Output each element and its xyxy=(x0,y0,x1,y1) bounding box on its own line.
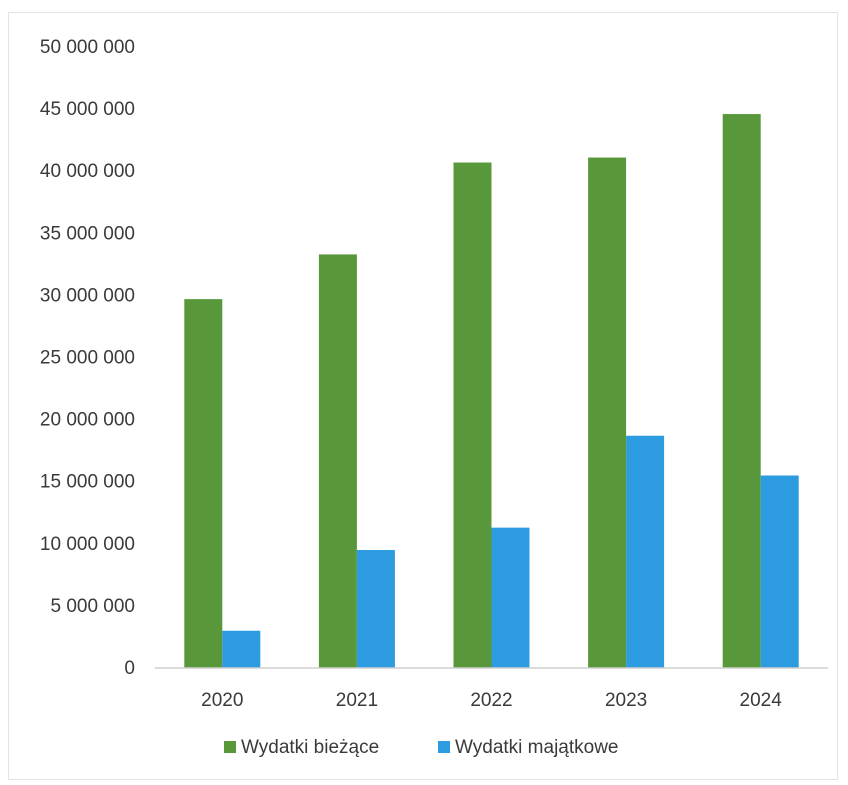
y-tick-label: 0 xyxy=(124,658,135,679)
legend-swatch xyxy=(224,741,236,753)
bar-wydatki-majatkowe-2023 xyxy=(626,435,665,668)
bar-wydatki-biezace-2024 xyxy=(722,114,761,669)
legend-swatch xyxy=(438,741,450,753)
bar-wydatki-biezace-2021 xyxy=(318,254,357,668)
bar-wydatki-biezace-2022 xyxy=(453,162,492,669)
chart-frame xyxy=(8,12,838,780)
x-axis: 2020 2021 2022 2023 2024 xyxy=(155,667,828,711)
x-tick-label: 2022 xyxy=(470,690,512,711)
bar-wydatki-majatkowe-2021 xyxy=(356,550,395,668)
x-tick-label: 2021 xyxy=(336,690,378,711)
legend-label: Wydatki majątkowe xyxy=(455,737,619,758)
y-tick-label: 10 000 000 xyxy=(40,534,135,555)
legend-label: Wydatki bieżące xyxy=(241,737,379,758)
y-tick-label: 35 000 000 xyxy=(40,223,135,244)
bar-wydatki-biezace-2020 xyxy=(184,299,223,668)
y-tick-label: 20 000 000 xyxy=(40,410,135,431)
y-tick-label: 5 000 000 xyxy=(50,596,135,617)
x-tick-label: 2020 xyxy=(201,690,243,711)
y-tick-label: 45 000 000 xyxy=(40,99,135,120)
x-tick-label: 2023 xyxy=(605,690,647,711)
y-tick-label: 50 000 000 xyxy=(40,37,135,58)
legend: Wydatki bieżące Wydatki majątkowe xyxy=(224,737,619,758)
y-axis: 0 5 000 000 10 000 000 15 000 000 20 000 000… xyxy=(40,37,135,679)
bar-wydatki-majatkowe-2024 xyxy=(760,475,799,668)
bar-wydatki-majatkowe-2020 xyxy=(222,630,261,668)
y-tick-label: 40 000 000 xyxy=(40,161,135,182)
x-tick-label: 2024 xyxy=(740,690,783,711)
bar-wydatki-majatkowe-2022 xyxy=(491,527,530,668)
y-tick-label: 15 000 000 xyxy=(40,472,135,493)
bars xyxy=(184,114,799,669)
bar-wydatki-biezace-2023 xyxy=(588,157,627,668)
y-tick-label: 25 000 000 xyxy=(40,348,135,369)
y-tick-label: 30 000 000 xyxy=(40,285,135,306)
